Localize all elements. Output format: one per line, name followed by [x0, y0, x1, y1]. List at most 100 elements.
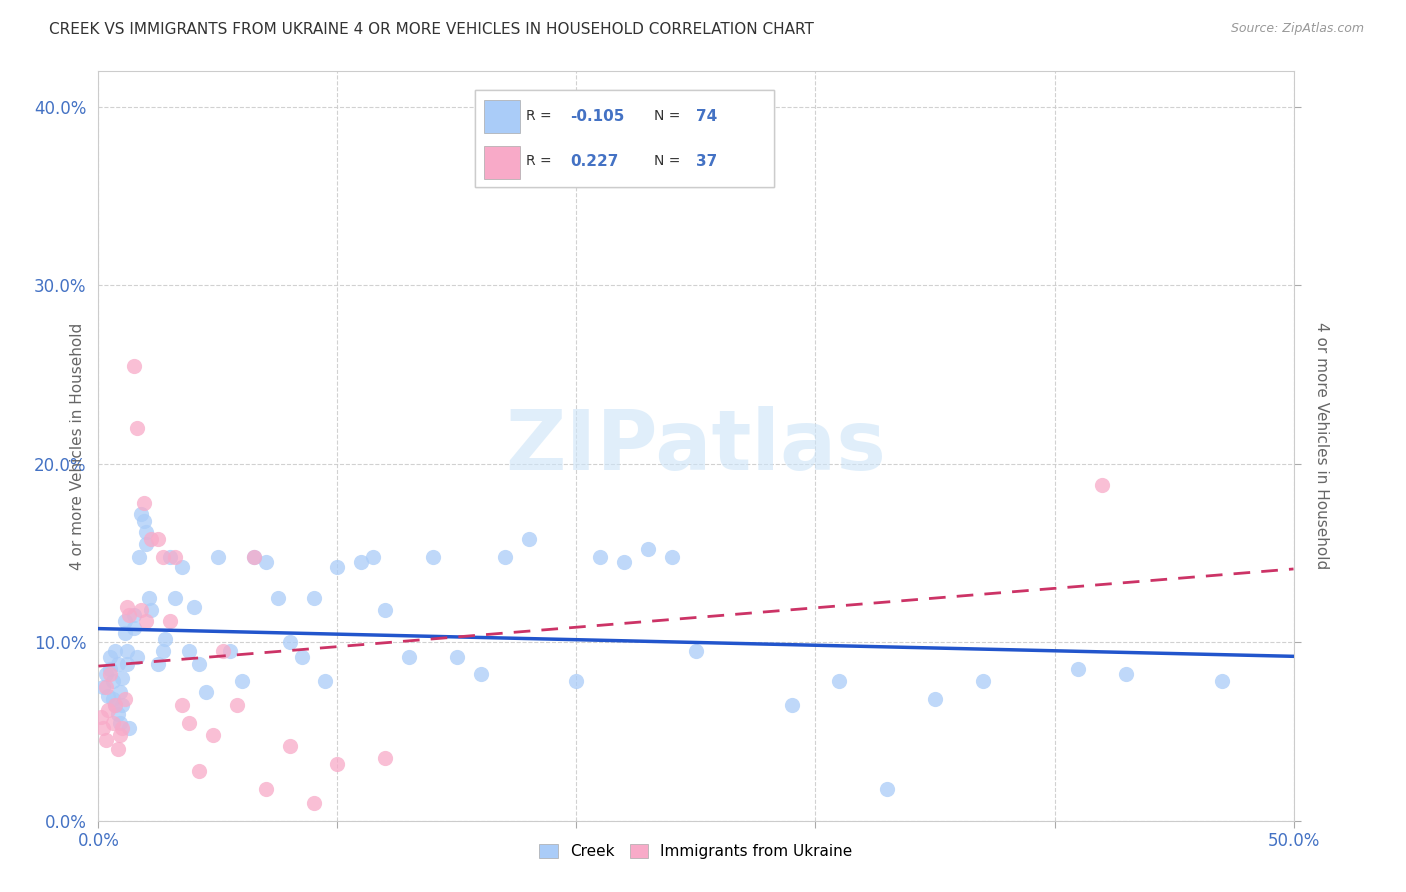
Text: Source: ZipAtlas.com: Source: ZipAtlas.com [1230, 22, 1364, 36]
Point [101, 692, 124, 706]
Point [226, 698, 249, 712]
Point [446, 649, 468, 664]
Point [613, 555, 636, 569]
Point [118, 721, 141, 735]
Point [267, 591, 290, 605]
Point [1211, 674, 1233, 689]
Point [163, 549, 186, 564]
Point [148, 532, 170, 546]
Point [115, 644, 138, 658]
Point [90, 710, 112, 724]
Point [517, 532, 540, 546]
Point [780, 698, 803, 712]
Point [302, 591, 325, 605]
Point [326, 560, 349, 574]
Point [350, 555, 373, 569]
Point [187, 764, 209, 778]
Point [108, 685, 131, 699]
Point [172, 698, 194, 712]
Point [219, 644, 242, 658]
Point [398, 649, 420, 664]
Point [374, 751, 396, 765]
Point [111, 671, 134, 685]
Point [972, 674, 994, 689]
Point [828, 674, 851, 689]
Point [111, 698, 134, 712]
Point [101, 674, 124, 689]
Point [135, 524, 157, 539]
Point [107, 742, 129, 756]
Point [108, 728, 131, 742]
Point [243, 549, 266, 564]
Point [172, 560, 194, 574]
Point [98, 662, 122, 676]
Point [115, 657, 138, 671]
Point [254, 555, 277, 569]
Point [187, 657, 209, 671]
Point [207, 549, 229, 564]
Point [94, 733, 117, 747]
Point [1115, 667, 1137, 681]
Point [326, 756, 349, 771]
Point [124, 608, 146, 623]
Y-axis label: 4 or more Vehicles in Household: 4 or more Vehicles in Household [69, 322, 84, 570]
Point [132, 496, 155, 510]
Point [470, 667, 492, 681]
Point [374, 603, 396, 617]
Point [135, 537, 157, 551]
Point [91, 680, 114, 694]
Point [254, 781, 277, 796]
Point [97, 689, 120, 703]
Point [132, 514, 155, 528]
Point [179, 715, 201, 730]
Point [685, 644, 707, 658]
Legend: Creek, Immigrants from Ukraine: Creek, Immigrants from Ukraine [533, 838, 859, 865]
Point [101, 715, 124, 730]
Point [107, 657, 129, 671]
Point [111, 721, 134, 735]
Point [148, 657, 170, 671]
Point [152, 644, 174, 658]
Y-axis label: 4 or more Vehicles in Household: 4 or more Vehicles in Household [1315, 322, 1329, 570]
Point [155, 632, 177, 646]
Point [94, 680, 117, 694]
Point [494, 549, 516, 564]
Point [163, 591, 186, 605]
Point [138, 591, 160, 605]
Point [124, 359, 146, 373]
Point [114, 692, 136, 706]
Point [131, 507, 153, 521]
Point [183, 599, 205, 614]
Point [104, 698, 127, 712]
Point [243, 549, 266, 564]
Point [118, 608, 141, 623]
Point [91, 721, 114, 735]
Point [104, 698, 127, 712]
Point [637, 542, 659, 557]
Point [107, 706, 129, 721]
Point [139, 603, 162, 617]
Point [363, 549, 385, 564]
Point [278, 739, 301, 753]
Point [302, 796, 325, 810]
Point [131, 603, 153, 617]
Point [231, 674, 253, 689]
Point [315, 674, 337, 689]
Point [422, 549, 444, 564]
Point [94, 667, 117, 681]
Point [291, 649, 314, 664]
Point [179, 644, 201, 658]
Point [135, 614, 157, 628]
Point [104, 644, 127, 658]
Point [278, 635, 301, 649]
Point [124, 621, 146, 635]
Point [98, 667, 122, 681]
Point [1091, 478, 1114, 492]
Point [125, 421, 148, 435]
Text: ZIPatlas: ZIPatlas [506, 406, 886, 486]
Point [589, 549, 612, 564]
Point [114, 626, 136, 640]
Point [211, 644, 233, 658]
Point [565, 674, 588, 689]
Point [876, 781, 898, 796]
